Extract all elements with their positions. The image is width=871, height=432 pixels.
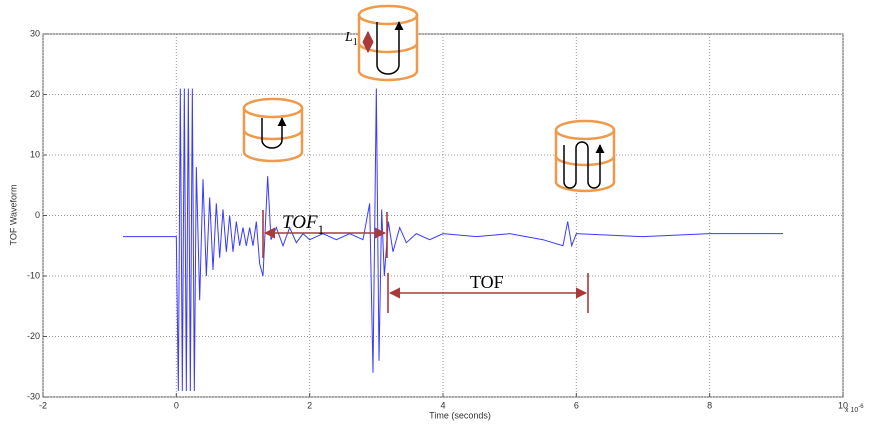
y-tick-label: 20	[30, 89, 40, 99]
y-tick-label: 30	[30, 28, 40, 38]
x-tick-label: 10	[838, 400, 848, 410]
y-axis-label: TOF Waveform	[8, 184, 18, 245]
x-tick-label: -2	[39, 400, 47, 410]
x-tick-label: 2	[307, 400, 312, 410]
tof1-sub: 1	[318, 222, 325, 237]
y-tick-label: 0	[35, 210, 40, 220]
multiplier-exponent: -6	[858, 404, 864, 410]
y-tick-label: -10	[27, 270, 40, 280]
l1-sub: 1	[353, 37, 358, 48]
tof1-label: TOF1	[282, 212, 324, 237]
cylinder-2: L1	[344, 4, 419, 82]
y-tick-label: -20	[27, 331, 40, 341]
multiplier-base: x 10	[845, 407, 858, 414]
y-tick-label: -30	[27, 391, 40, 401]
cylinder-1	[242, 97, 304, 163]
tof1-main: TOF	[282, 212, 318, 233]
l1-label: L1	[344, 30, 358, 48]
tof-label: TOF	[470, 272, 504, 292]
y-tick-label: 10	[30, 149, 40, 159]
tof1-arrow: TOF1	[262, 210, 388, 258]
waveform	[123, 88, 783, 391]
x-axis-label: Time (seconds)	[429, 410, 491, 420]
x-tick-label: 0	[174, 400, 179, 410]
cylinder-3	[554, 119, 616, 193]
l1-main: L	[344, 30, 353, 45]
x-tick-label: 8	[707, 400, 712, 410]
x-multiplier: x 10-6	[845, 404, 864, 414]
tof-arrow: TOF	[387, 272, 589, 313]
x-tick-label: 6	[574, 400, 579, 410]
x-tick-label: 4	[440, 400, 445, 410]
